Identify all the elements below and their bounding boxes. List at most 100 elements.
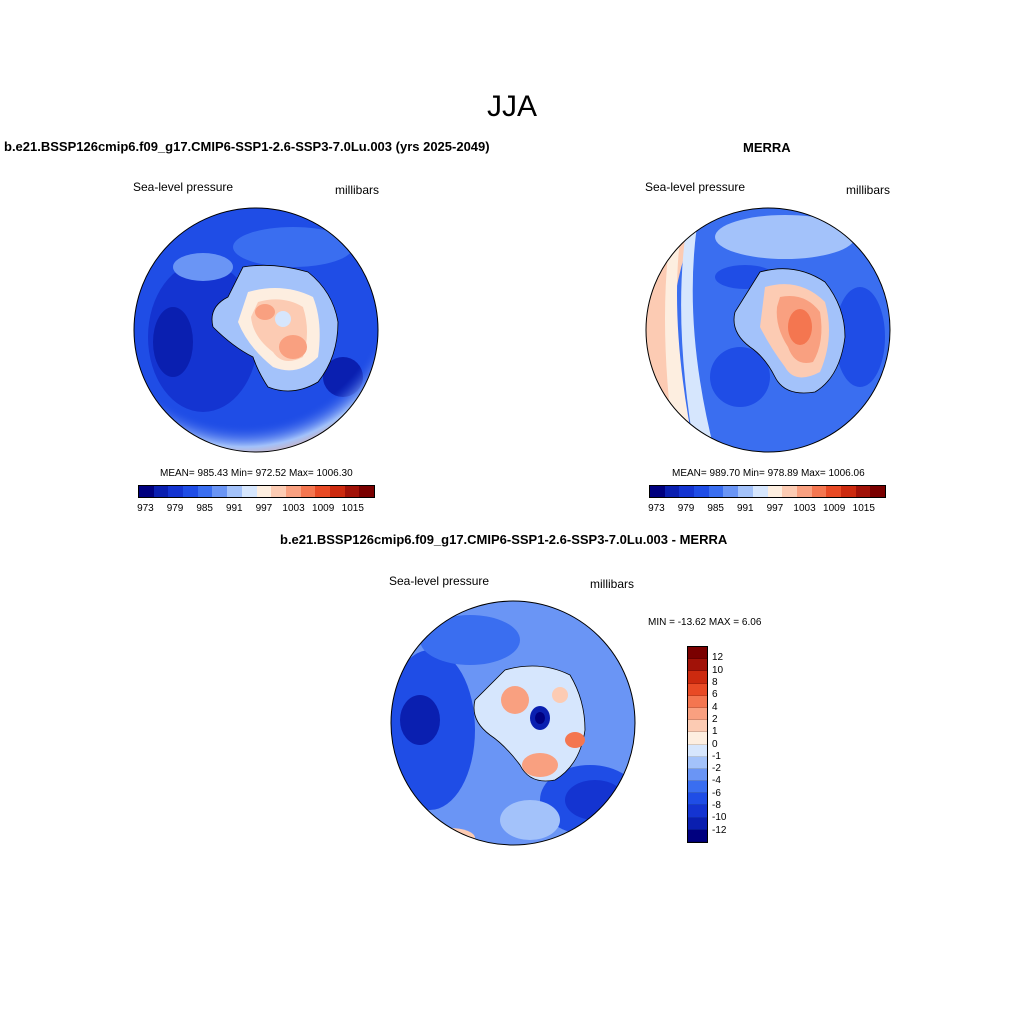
diff-colorbar-swatch <box>688 805 707 818</box>
model-colorbar-swatch <box>153 486 169 497</box>
model-stats: MEAN= 985.43 Min= 972.52 Max= 1006.30 <box>160 468 353 479</box>
obs-colorbar-ticks: 973 979 985 991 997 1003 1009 1015 <box>648 503 886 515</box>
diff-colorbar-swatch <box>688 720 707 733</box>
diff-colorbar-swatch <box>688 817 707 830</box>
obs-stats: MEAN= 989.70 Min= 978.89 Max= 1006.06 <box>672 468 865 479</box>
model-units-label: millibars <box>335 183 380 197</box>
obs-colorbar-swatch <box>738 486 753 497</box>
diff-colorbar-swatch <box>688 768 707 782</box>
diff-stats: MIN = -13.62 MAX = 6.06 <box>648 617 762 628</box>
model-colorbar-tick-label: 991 <box>225 503 243 514</box>
obs-colorbar-swatch <box>708 486 724 497</box>
model-colorbar-swatch <box>329 486 345 497</box>
diff-units-label: millibars <box>590 577 635 591</box>
diff-colorbar-swatch <box>688 695 707 708</box>
obs-colorbar-swatch <box>782 486 797 497</box>
model-colorbar-swatch <box>227 486 242 497</box>
model-colorbar-swatch <box>197 486 213 497</box>
model-colorbar-swatch <box>256 486 272 497</box>
diff-colorbar-tick-label: 0 <box>712 738 718 750</box>
obs-colorbar-tick-label: 1003 <box>793 503 816 514</box>
obs-colorbar-swatch <box>796 486 812 497</box>
diff-panel-title: b.e21.BSSP126cmip6.f09_g17.CMIP6-SSP1-2.… <box>280 532 728 547</box>
obs-colorbar-swatch <box>870 486 885 497</box>
diff-colorbar-swatch <box>688 647 707 660</box>
model-colorbar-tick-label: 979 <box>166 503 184 514</box>
model-colorbar-swatch <box>271 486 286 497</box>
diff-colorbar-swatch <box>688 793 707 806</box>
obs-colorbar-tick-label: 997 <box>766 503 784 514</box>
model-variable-label: Sea-level pressure <box>133 180 234 194</box>
model-colorbar-swatch <box>285 486 301 497</box>
obs-variable-label: Sea-level pressure <box>645 180 746 194</box>
diff-colorbar-tick-label: -4 <box>712 775 721 787</box>
diff-colorbar-tick-label: 2 <box>712 713 718 725</box>
diff-colorbar-tick-label: -10 <box>712 812 727 824</box>
diff-colorbar-tick-label: 12 <box>712 652 724 664</box>
model-colorbar-swatch <box>315 486 330 497</box>
model-colorbar-swatch <box>241 486 257 497</box>
diff-variable-label: Sea-level pressure <box>389 574 490 588</box>
diff-colorbar-tick-label: 1 <box>712 726 718 738</box>
model-colorbar-swatch <box>212 486 228 497</box>
obs-units-label: millibars <box>846 183 891 197</box>
model-colorbar-tick-label: 973 <box>137 503 154 514</box>
model-colorbar-swatch <box>183 486 198 497</box>
model-colorbar <box>138 485 375 498</box>
diff-colorbar-swatch <box>688 732 707 745</box>
diff-colorbar-swatch <box>688 756 707 769</box>
diff-colorbar-tick-label: -1 <box>712 750 721 762</box>
diff-colorbar <box>687 646 708 843</box>
obs-colorbar-swatch <box>664 486 680 497</box>
obs-colorbar-tick-label: 1015 <box>852 503 875 514</box>
diff-colorbar-tick-label: -8 <box>712 800 721 812</box>
obs-colorbar-tick-label: 979 <box>677 503 695 514</box>
obs-panel-title: MERRA <box>743 140 791 155</box>
model-colorbar-tick-label: 985 <box>196 503 213 514</box>
model-colorbar-ticks: 973 979 985 991 997 1003 1009 1015 <box>137 503 375 515</box>
obs-colorbar-swatch <box>811 486 827 497</box>
obs-colorbar-swatch <box>694 486 709 497</box>
diff-colorbar-swatch <box>688 671 707 684</box>
obs-colorbar-swatch <box>826 486 841 497</box>
diff-colorbar-swatch <box>688 781 707 794</box>
diff-colorbar-tick-label: 4 <box>712 701 718 713</box>
obs-colorbar <box>649 485 886 498</box>
diff-colorbar-swatch <box>688 829 707 842</box>
model-colorbar-swatch <box>139 486 154 497</box>
diff-colorbar-tick-label: -12 <box>712 824 727 836</box>
obs-colorbar-tick-label: 973 <box>648 503 665 514</box>
obs-colorbar-tick-label: 991 <box>736 503 754 514</box>
model-colorbar-tick-label: 1003 <box>282 503 305 514</box>
diff-colorbar-swatch <box>688 707 707 721</box>
model-colorbar-tick-label: 997 <box>255 503 273 514</box>
obs-colorbar-swatch <box>679 486 695 497</box>
model-colorbar-swatch <box>168 486 184 497</box>
diff-colorbar-tick-label: 8 <box>712 676 718 688</box>
diff-colorbar-tick-label: -2 <box>712 763 721 775</box>
diff-colorbar-ticks: 12 10 8 6 4 2 1 0 -1 -2 -4 -6 -8 -10 -12 <box>712 646 742 843</box>
model-polar-map <box>133 207 379 453</box>
model-colorbar-swatch <box>359 486 374 497</box>
obs-colorbar-tick-label: 985 <box>707 503 724 514</box>
model-colorbar-swatch <box>344 486 360 497</box>
model-colorbar-tick-label: 1009 <box>312 503 335 514</box>
diff-colorbar-tick-label: 6 <box>712 689 718 701</box>
obs-colorbar-swatch <box>723 486 739 497</box>
obs-colorbar-swatch <box>752 486 768 497</box>
diff-colorbar-tick-label: -6 <box>712 787 721 799</box>
model-colorbar-tick-label: 1015 <box>341 503 364 514</box>
diff-colorbar-swatch <box>688 683 707 696</box>
obs-colorbar-swatch <box>650 486 665 497</box>
diff-polar-map <box>390 600 636 846</box>
obs-colorbar-tick-label: 1009 <box>823 503 846 514</box>
obs-polar-map <box>645 207 891 453</box>
obs-colorbar-swatch <box>840 486 856 497</box>
diff-colorbar-tick-label: 10 <box>712 664 724 676</box>
model-panel-title: b.e21.BSSP126cmip6.f09_g17.CMIP6-SSP1-2.… <box>4 139 490 154</box>
model-colorbar-swatch <box>300 486 316 497</box>
figure-title: JJA <box>486 90 537 123</box>
obs-colorbar-swatch <box>855 486 871 497</box>
diff-colorbar-swatch <box>688 659 707 672</box>
obs-colorbar-swatch <box>767 486 783 497</box>
